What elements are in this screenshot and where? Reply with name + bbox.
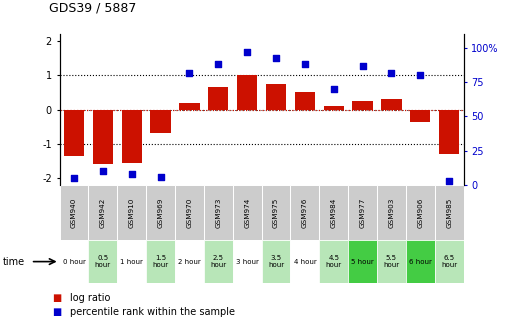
Bar [146, 240, 175, 283]
Bar [324, 106, 344, 110]
Text: GSM974: GSM974 [244, 198, 250, 228]
Point [272, 55, 280, 60]
Bar [204, 240, 233, 283]
Text: GSM906: GSM906 [418, 198, 423, 228]
Bar [233, 240, 262, 283]
Bar [150, 110, 170, 133]
Text: GSM942: GSM942 [100, 198, 106, 228]
Bar [122, 110, 142, 163]
Bar [60, 185, 89, 240]
Text: log ratio: log ratio [70, 293, 110, 302]
Bar [89, 240, 117, 283]
Text: 3 hour: 3 hour [236, 259, 258, 265]
Bar [262, 240, 291, 283]
Point [156, 174, 165, 179]
Bar [377, 185, 406, 240]
Text: 5 hour: 5 hour [351, 259, 374, 265]
Text: GSM903: GSM903 [388, 198, 395, 228]
Bar [377, 240, 406, 283]
Point [127, 171, 136, 177]
Text: GSM985: GSM985 [446, 198, 452, 228]
Text: 5.5
hour: 5.5 hour [383, 255, 399, 268]
Text: ■: ■ [52, 307, 61, 317]
Point [99, 168, 107, 174]
Bar [179, 103, 199, 110]
Point [416, 73, 424, 78]
Text: GSM975: GSM975 [273, 198, 279, 228]
Bar [60, 240, 89, 283]
Point [243, 49, 251, 55]
Text: GSM910: GSM910 [128, 198, 135, 228]
Bar [233, 185, 262, 240]
Text: 6.5
hour: 6.5 hour [441, 255, 457, 268]
Text: 4.5
hour: 4.5 hour [326, 255, 342, 268]
Point [185, 70, 194, 75]
Bar [348, 240, 377, 283]
Bar [406, 240, 435, 283]
Text: GSM977: GSM977 [359, 198, 366, 228]
Bar [146, 185, 175, 240]
Bar [435, 185, 464, 240]
Bar [117, 240, 146, 283]
Text: 0 hour: 0 hour [63, 259, 85, 265]
Bar [64, 110, 84, 156]
Bar [348, 185, 377, 240]
Text: time: time [3, 257, 25, 267]
Point [358, 63, 367, 68]
Point [301, 62, 309, 67]
Bar [295, 93, 315, 110]
Text: 1.5
hour: 1.5 hour [152, 255, 169, 268]
Text: 6 hour: 6 hour [409, 259, 432, 265]
Bar [175, 185, 204, 240]
Point [329, 86, 338, 92]
Text: GSM984: GSM984 [330, 198, 337, 228]
Bar [381, 99, 401, 110]
Bar [204, 185, 233, 240]
Bar [435, 240, 464, 283]
Text: GDS39 / 5887: GDS39 / 5887 [49, 2, 137, 15]
Bar [319, 185, 348, 240]
Bar [208, 87, 228, 110]
Text: 2.5
hour: 2.5 hour [210, 255, 226, 268]
Bar [410, 110, 430, 122]
Point [214, 62, 222, 67]
Bar [319, 240, 348, 283]
Bar [89, 185, 117, 240]
Text: percentile rank within the sample: percentile rank within the sample [70, 307, 235, 317]
Point [387, 70, 396, 75]
Bar [439, 110, 459, 154]
Point [70, 175, 78, 181]
Text: GSM970: GSM970 [186, 198, 193, 228]
Text: GSM976: GSM976 [302, 198, 308, 228]
Bar [406, 185, 435, 240]
Text: GSM969: GSM969 [157, 198, 164, 228]
Bar [93, 110, 113, 164]
Bar [291, 240, 319, 283]
Text: 2 hour: 2 hour [178, 259, 201, 265]
Text: GSM973: GSM973 [215, 198, 221, 228]
Text: 1 hour: 1 hour [120, 259, 143, 265]
Bar [262, 185, 291, 240]
Text: GSM940: GSM940 [71, 198, 77, 228]
Point [445, 178, 453, 183]
Text: 4 hour: 4 hour [294, 259, 316, 265]
Text: 0.5
hour: 0.5 hour [95, 255, 111, 268]
Bar [266, 84, 286, 110]
Text: 3.5
hour: 3.5 hour [268, 255, 284, 268]
Bar [175, 240, 204, 283]
Bar [237, 75, 257, 110]
Bar [353, 101, 373, 110]
Bar [291, 185, 319, 240]
Text: ■: ■ [52, 293, 61, 302]
Bar [117, 185, 146, 240]
